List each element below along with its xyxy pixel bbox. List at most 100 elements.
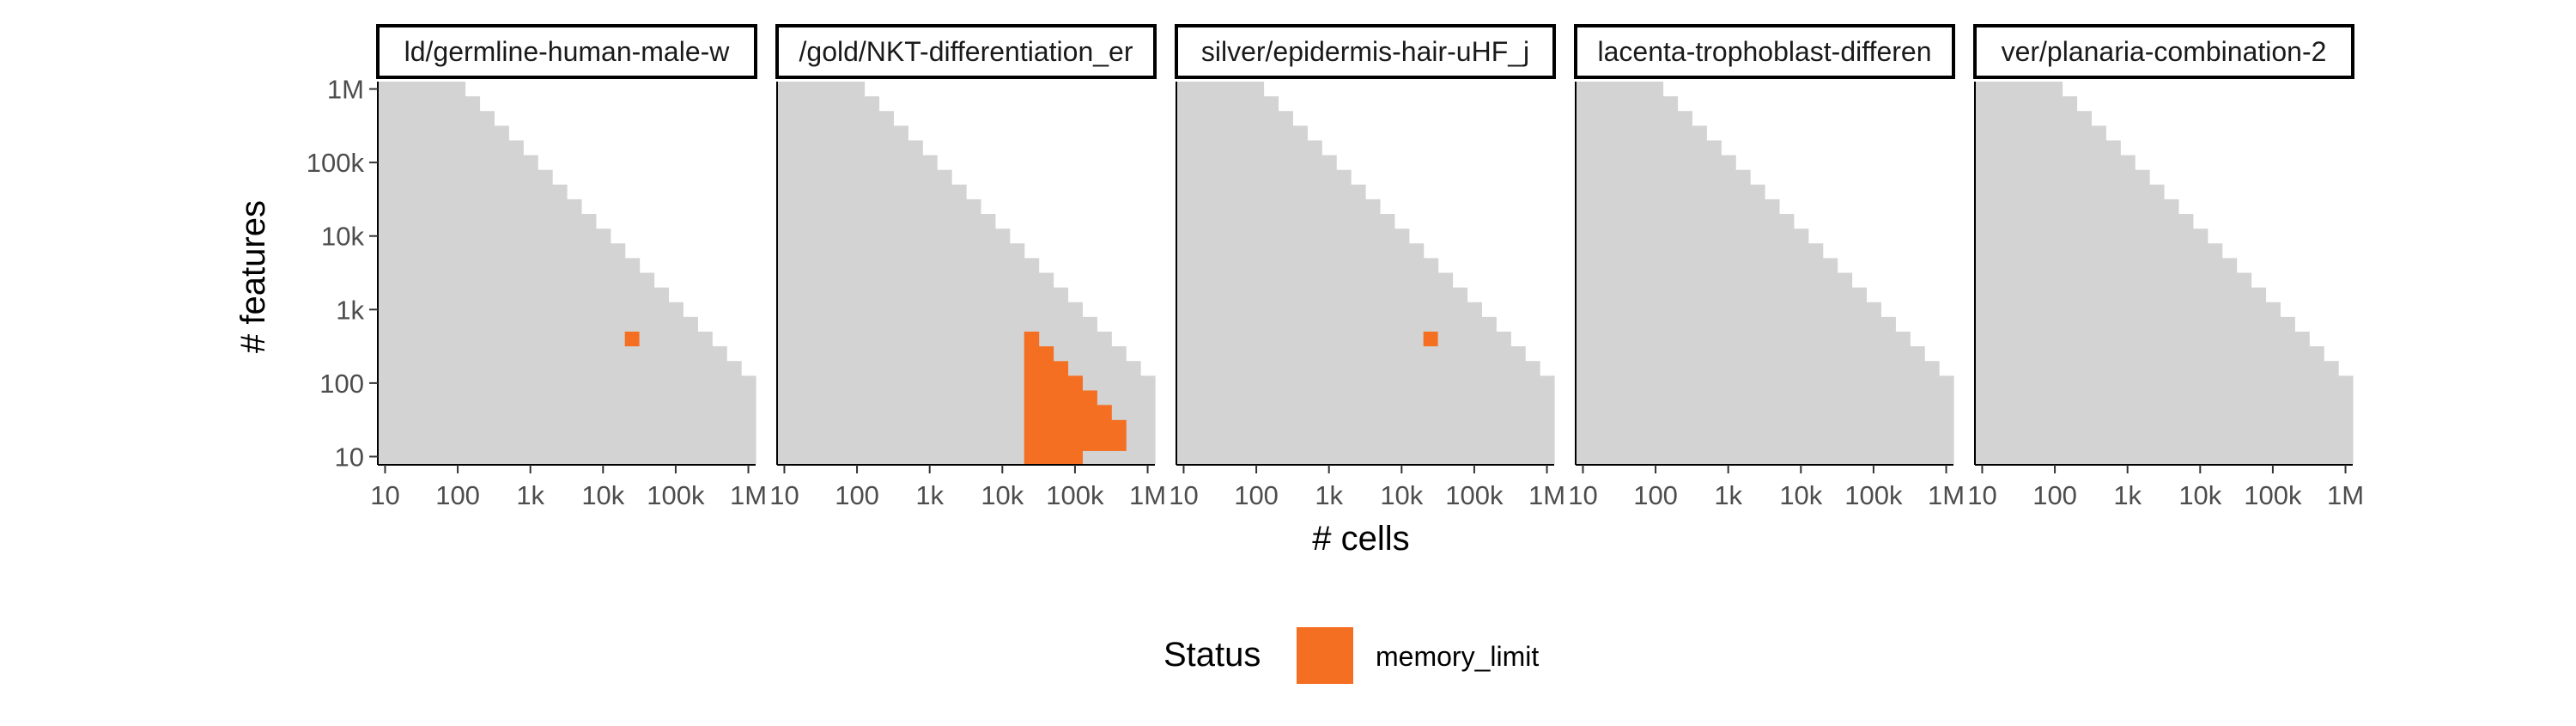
facet-strip-title: /gold/NKT-differentiation_er [799,36,1133,67]
x-tick-label: 10 [1169,480,1198,510]
x-tick-label: 1M [2327,480,2364,510]
background-tile-column [1379,214,1395,465]
background-tile-column [849,82,866,464]
background-tile-column [2294,331,2310,464]
background-tile-column [1540,375,1555,464]
memory-limit-column [1024,331,1040,464]
background-tile-column [1423,258,1439,464]
background-tile-column [1721,155,1736,465]
background-tile-column [1975,82,1990,464]
background-tile-column [1822,258,1838,464]
facet-strip [376,24,757,79]
background-tile-column [2265,302,2281,464]
background-tile-column [1924,361,1940,464]
background-tile-column [1351,184,1366,465]
x-tick-label: 10 [370,480,399,510]
facet-strip-title: silver/epidermis-hair-uHF_j [1201,36,1529,67]
x-tick-label: 10k [581,480,624,510]
background-tile-column [435,82,452,464]
x-tick-label: 1k [2113,480,2142,510]
y-tick-label: 100k [307,148,365,178]
memory-limit-column [1067,375,1083,464]
x-tick-label: 10 [769,480,799,510]
background-tile-column [1692,125,1707,464]
background-tile-column [2192,229,2208,464]
background-tile-column [805,82,822,464]
legend-key-memory-limit [1297,627,1353,684]
background-tile-column [1437,272,1454,464]
background-tile-column [908,140,923,464]
axis-titles: # cells # features [234,200,1410,558]
background-tile-column [406,82,422,464]
facet-strip [775,24,1157,79]
background-tile-column [1321,155,1337,465]
background-tile-column [1589,82,1606,464]
x-tick-label: 100k [2244,480,2302,510]
background-tile-column [2062,96,2078,464]
memory-limit-tile [624,331,640,347]
background-tile-column [2018,82,2034,464]
background-tile-column [1837,272,1853,464]
x-tick-label: 100 [835,480,879,510]
background-tile-column [1408,243,1425,464]
facet-panel: 10 100 1k 10k 100k 1M silver/epidermis-hair-uH… [1169,24,1565,510]
facet-panel: 10 100 1k 10k 100k 1M/gold/NKT-differentiatio… [769,24,1166,510]
background-tile-column [2236,272,2252,464]
facet-strip-title: ver/planaria-combination-2 [2002,36,2327,67]
background-tile-column [1263,96,1279,464]
background-tile-column [1677,111,1692,464]
background-tile-column [937,169,952,464]
background-tile-column [1793,229,1809,464]
background-tile-column [610,243,626,464]
background-tile-column [2047,82,2063,464]
background-tile-column [1576,82,1591,464]
background-tile-column [1394,229,1410,464]
background-tile-column [2135,169,2150,464]
background-tile-column [777,82,793,464]
memory-limit-column [1111,419,1127,451]
background-tile-column [835,82,851,464]
background-tile-column [1604,82,1620,464]
x-tick-label: 10k [1380,480,1423,510]
x-tick-label: 100 [435,480,480,510]
background-tile-column [465,96,481,464]
facet-strip [1175,24,1556,79]
facet-panels: 10 100 1k 10k 100k 1M101001k10k100k1Mld/germl… [307,24,2364,510]
background-tile-column [552,184,568,465]
background-tile-column [791,82,807,464]
background-tile-column [1510,346,1526,464]
background-tile-column [1278,111,1293,464]
x-tick-label: 10 [1967,480,1996,510]
facet-strip-title: ld/germline-human-male-w [404,36,731,67]
background-tile-column [2280,316,2295,464]
x-tick-label: 1k [1315,480,1343,510]
legend: Status memory_limit [1163,627,1539,684]
memory-limit-column [1038,346,1054,464]
background-tile-column [1706,140,1722,464]
background-tile-column [2309,346,2324,464]
background-tile-column [893,125,908,464]
background-tile-column [580,214,597,465]
background-tile-column [639,272,655,464]
background-tile-column [1452,287,1468,464]
background-tile-column [1910,346,1925,464]
x-tick-label: 100k [1445,480,1504,510]
y-tick-label: 1k [336,295,364,325]
background-tile-column [1866,302,1881,464]
background-tile-column [980,214,996,465]
background-tile-column [624,258,641,464]
background-tile-column [1750,184,1765,465]
background-tile-column [1292,125,1308,464]
x-tick-label: 1k [516,480,544,510]
x-tick-label: 10k [1779,480,1822,510]
background-tile-column [1735,169,1751,464]
background-tile-column [1895,331,1911,464]
background-tile-column [1619,82,1635,464]
x-axis-title: # cells [1312,520,1409,558]
x-tick-label: 1M [1129,480,1166,510]
background-tile-column [1939,375,1954,464]
x-tick-label: 1M [1528,480,1565,510]
facet-strip-title: lacenta-trophoblast-differen [1598,36,1932,67]
